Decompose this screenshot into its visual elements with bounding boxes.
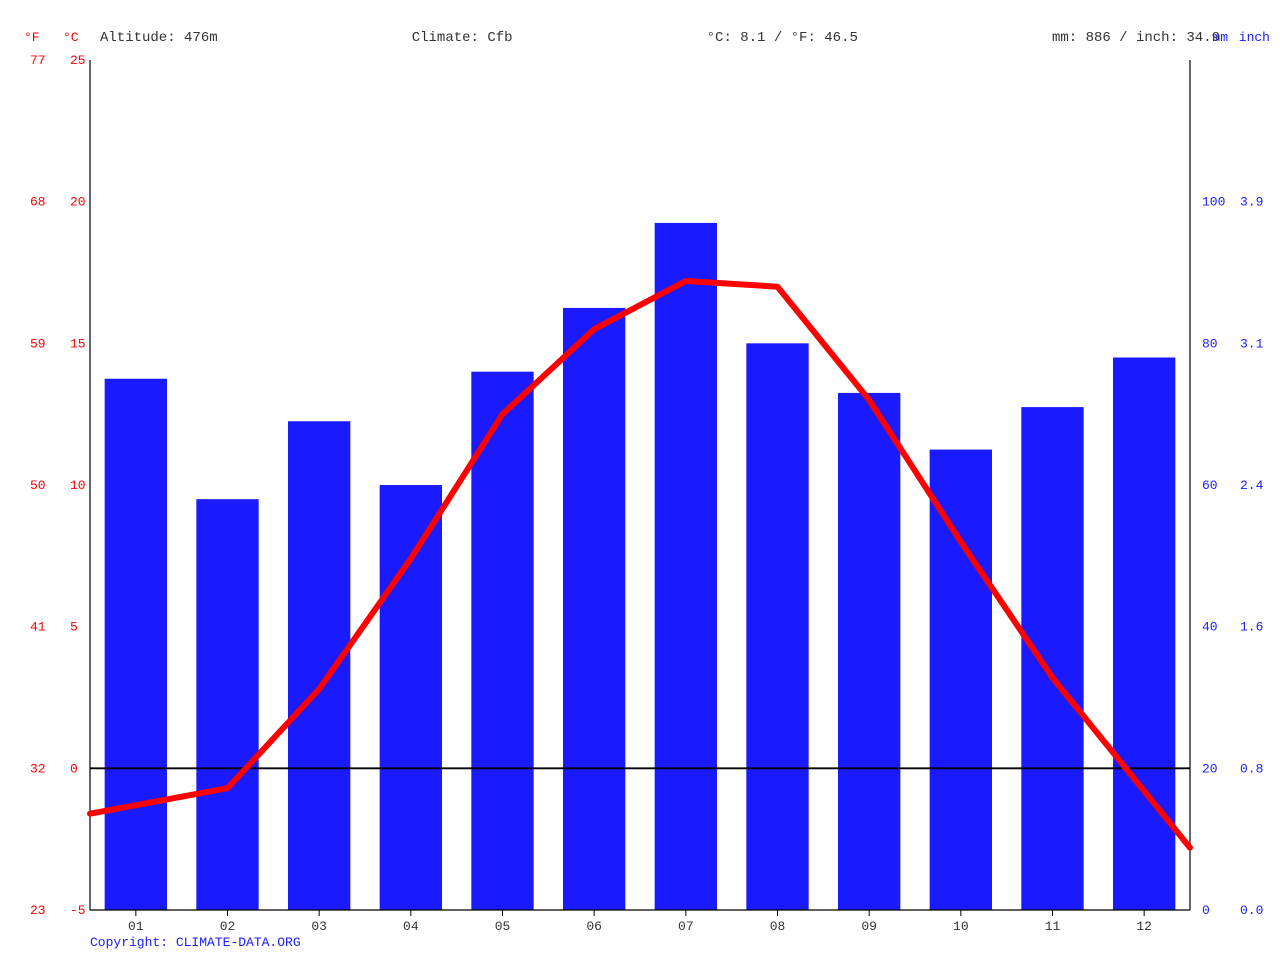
- precip-bar: [380, 485, 442, 910]
- tick-f: 41: [30, 620, 46, 635]
- chart-plot-area: 23-5320415501059156820772500.0200.8401.6…: [90, 60, 1190, 910]
- tick-c: 5: [70, 620, 78, 635]
- header-climate: Climate: Cfb: [412, 30, 513, 50]
- precip-bar: [746, 343, 808, 910]
- precip-bar: [1021, 407, 1083, 910]
- precip-bar: [563, 308, 625, 910]
- x-label: 12: [1136, 919, 1152, 934]
- tick-c: 0: [70, 761, 78, 776]
- axis-title-fahrenheit: °F: [24, 30, 40, 45]
- climate-chart-container: °F °C mm inch Altitude: 476m Climate: Cf…: [0, 0, 1280, 960]
- tick-mm: 40: [1202, 620, 1218, 635]
- tick-f: 77: [30, 53, 46, 68]
- x-label: 10: [953, 919, 969, 934]
- tick-f: 59: [30, 336, 46, 351]
- tick-f: 50: [30, 478, 46, 493]
- x-label: 04: [403, 919, 419, 934]
- x-label: 09: [861, 919, 877, 934]
- tick-inch: 1.6: [1240, 620, 1263, 635]
- tick-inch: 3.1: [1240, 336, 1264, 351]
- tick-mm: 100: [1202, 195, 1225, 210]
- precip-bar: [288, 421, 350, 910]
- x-label: 06: [586, 919, 602, 934]
- tick-c: 25: [70, 53, 86, 68]
- tick-mm: 60: [1202, 478, 1218, 493]
- tick-mm: 80: [1202, 336, 1218, 351]
- tick-inch: 0.0: [1240, 903, 1263, 918]
- x-label: 07: [678, 919, 694, 934]
- axis-title-inch: inch: [1239, 30, 1270, 45]
- x-label: 01: [128, 919, 144, 934]
- precip-bar: [930, 450, 992, 910]
- tick-c: -5: [70, 903, 86, 918]
- tick-mm: 0: [1202, 903, 1210, 918]
- precip-bar: [655, 223, 717, 910]
- chart-header: Altitude: 476m Climate: Cfb °C: 8.1 / °F…: [100, 30, 1220, 50]
- tick-c: 15: [70, 336, 86, 351]
- climate-chart-svg: 23-5320415501059156820772500.0200.8401.6…: [90, 60, 1190, 910]
- tick-inch: 2.4: [1240, 478, 1264, 493]
- tick-inch: 0.8: [1240, 761, 1263, 776]
- copyright-text: Copyright: CLIMATE-DATA.ORG: [90, 935, 301, 950]
- tick-f: 68: [30, 195, 46, 210]
- precip-bar: [1113, 358, 1175, 911]
- tick-inch: 3.9: [1240, 195, 1263, 210]
- x-label: 03: [311, 919, 327, 934]
- x-label: 11: [1045, 919, 1061, 934]
- x-label: 08: [770, 919, 786, 934]
- tick-c: 10: [70, 478, 86, 493]
- precip-bar: [105, 379, 167, 910]
- x-label: 02: [220, 919, 236, 934]
- precip-bar: [196, 499, 258, 910]
- header-altitude: Altitude: 476m: [100, 30, 218, 50]
- header-precip: mm: 886 / inch: 34.9: [1052, 30, 1220, 50]
- axis-title-celsius: °C: [63, 30, 79, 45]
- tick-mm: 20: [1202, 761, 1218, 776]
- tick-f: 23: [30, 903, 46, 918]
- precip-bar: [838, 393, 900, 910]
- tick-c: 20: [70, 195, 86, 210]
- x-label: 05: [495, 919, 511, 934]
- header-temp: °C: 8.1 / °F: 46.5: [707, 30, 858, 50]
- tick-f: 32: [30, 761, 46, 776]
